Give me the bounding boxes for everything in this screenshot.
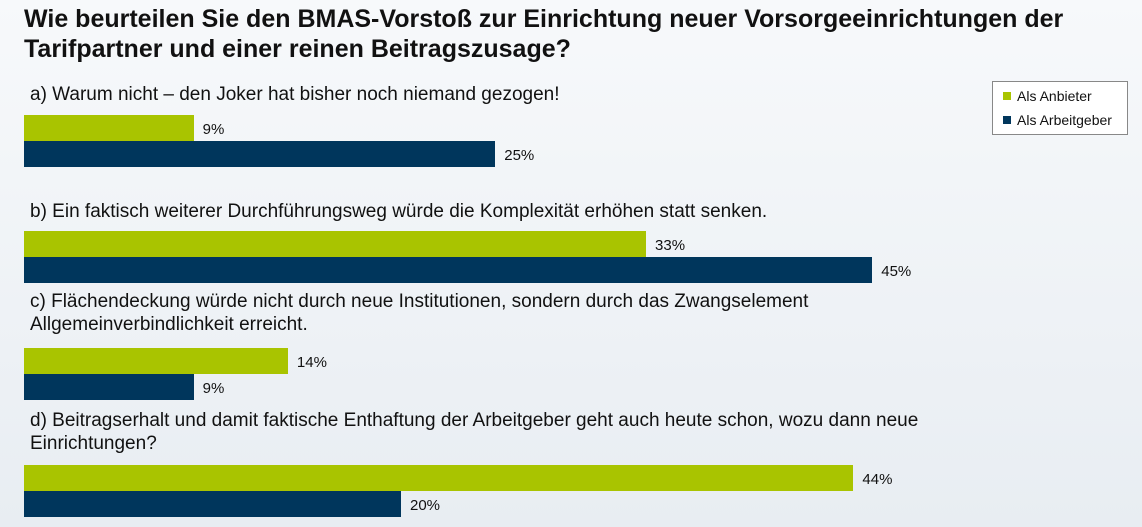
value-label-b-anbieter: 33% — [655, 237, 686, 254]
question-a: a) Warum nicht – den Joker hat bisher no… — [30, 84, 560, 105]
question-c: c) Flächendeckung würde nicht durch neue… — [30, 291, 809, 335]
bar-b-anbieter — [24, 231, 647, 257]
chart-title: Wie beurteilen Sie den BMAS-Vorstoß zur … — [24, 5, 1064, 63]
value-label-c-arbeitgeber: 9% — [202, 380, 225, 397]
value-label-a-anbieter: 9% — [202, 121, 225, 138]
value-label-d-anbieter: 44% — [862, 471, 893, 488]
legend-item-arbeitgeber: Als Arbeitgeber — [1003, 111, 1112, 129]
bar-a-anbieter — [24, 115, 194, 141]
bar-d-anbieter — [24, 465, 854, 491]
value-label-a-arbeitgeber: 25% — [504, 147, 535, 164]
legend-label-anbieter: Als Anbieter — [1017, 88, 1092, 104]
legend: Als Anbieter Als Arbeitgeber — [992, 81, 1128, 135]
bar-d-arbeitgeber — [24, 491, 401, 517]
bar-b-arbeitgeber — [24, 257, 873, 283]
bar-c-anbieter — [24, 348, 288, 374]
question-d: d) Beitragserhalt und damit faktische En… — [30, 410, 919, 454]
legend-swatch-anbieter — [1003, 92, 1011, 100]
bar-c-arbeitgeber — [24, 374, 194, 400]
value-label-d-arbeitgeber: 20% — [410, 497, 441, 514]
question-b: b) Ein faktisch weiterer Durchführungswe… — [30, 201, 768, 222]
legend-swatch-arbeitgeber — [1003, 116, 1011, 124]
value-label-b-arbeitgeber: 45% — [881, 263, 912, 280]
value-label-c-anbieter: 14% — [296, 354, 327, 371]
legend-label-arbeitgeber: Als Arbeitgeber — [1017, 112, 1112, 128]
legend-item-anbieter: Als Anbieter — [1003, 87, 1092, 105]
bar-a-arbeitgeber — [24, 141, 496, 167]
